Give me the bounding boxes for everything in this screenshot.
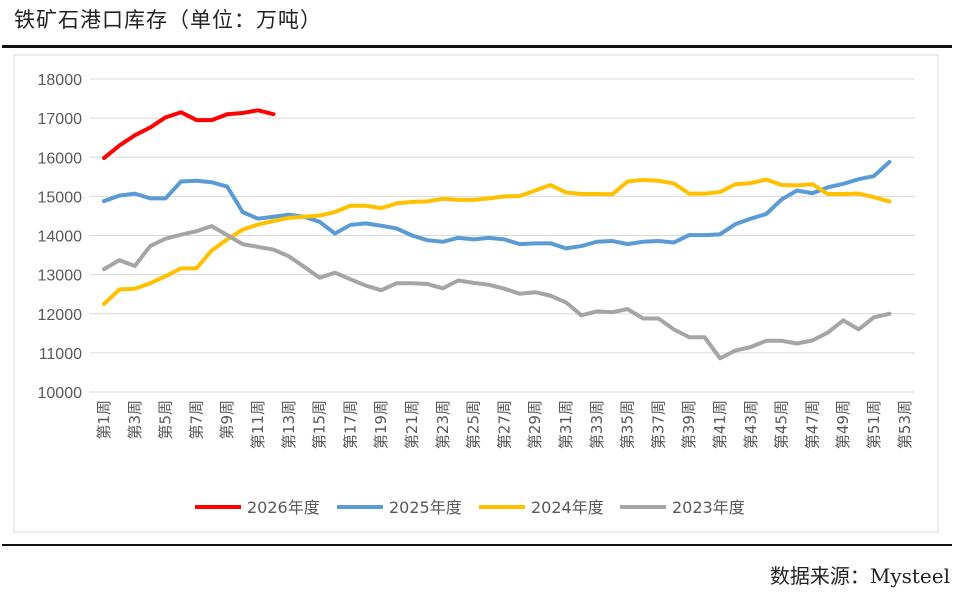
- x-tick-label: 第15周: [311, 400, 329, 449]
- x-tick-label: 第11周: [249, 400, 267, 449]
- y-tick-label: 15000: [38, 189, 83, 206]
- series-line-2026年度: [102, 108, 276, 161]
- title-divider: [2, 45, 952, 48]
- x-tick-label: 第45周: [773, 400, 791, 449]
- page-title: 铁矿石港口库存（单位：万吨）: [14, 8, 322, 32]
- y-tick-label: 18000: [38, 72, 83, 89]
- x-tick-label: 第9周: [218, 400, 236, 440]
- x-tick-label: 第41周: [711, 400, 729, 449]
- x-tick-label: 第27周: [495, 400, 513, 449]
- y-tick-label: 16000: [38, 150, 83, 167]
- x-tick-label: 第49周: [834, 400, 852, 449]
- x-tick-label: 第31周: [557, 400, 575, 449]
- series-line-2023年度: [102, 224, 892, 361]
- y-tick-label: 14000: [38, 229, 83, 246]
- x-tick-label: 第19周: [372, 400, 390, 449]
- x-tick-label: 第33周: [588, 400, 606, 449]
- x-tick-label: 第37周: [649, 400, 667, 449]
- x-tick-label: 第43周: [742, 400, 760, 449]
- x-tick-label: 第21周: [403, 400, 421, 449]
- x-tick-label: 第7周: [187, 400, 205, 440]
- x-tick-label: 第5周: [157, 400, 175, 440]
- y-tick-label: 10000: [38, 385, 83, 402]
- x-tick-label: 第39周: [680, 400, 698, 449]
- footer-divider: [2, 544, 952, 546]
- x-tick-label: 第53周: [896, 400, 914, 449]
- x-tick-label: 第47周: [803, 400, 821, 449]
- legend-label: 2026年度: [247, 498, 320, 517]
- x-tick-label: 第29周: [526, 400, 544, 449]
- y-tick-label: 17000: [38, 111, 83, 128]
- y-tick-label: 13000: [38, 268, 83, 285]
- x-tick-label: 第23周: [434, 400, 452, 449]
- source-note: 数据来源：Mysteel: [769, 564, 950, 588]
- series-line-2024年度: [102, 177, 892, 306]
- chart-frame: [13, 54, 939, 533]
- x-tick-label: 第1周: [95, 400, 113, 440]
- x-tick-label: 第13周: [280, 400, 298, 449]
- legend-label: 2025年度: [389, 498, 462, 517]
- x-tick-label: 第51周: [865, 400, 883, 449]
- y-tick-label: 11000: [39, 346, 82, 363]
- legend-label: 2023年度: [672, 498, 745, 517]
- x-tick-label: 第35周: [619, 400, 637, 449]
- x-tick-label: 第25周: [465, 400, 483, 449]
- x-tick-label: 第3周: [126, 400, 144, 440]
- x-tick-label: 第17周: [341, 400, 359, 449]
- legend-label: 2024年度: [531, 498, 604, 517]
- series-line-2025年度: [102, 159, 892, 251]
- y-tick-label: 12000: [38, 307, 83, 324]
